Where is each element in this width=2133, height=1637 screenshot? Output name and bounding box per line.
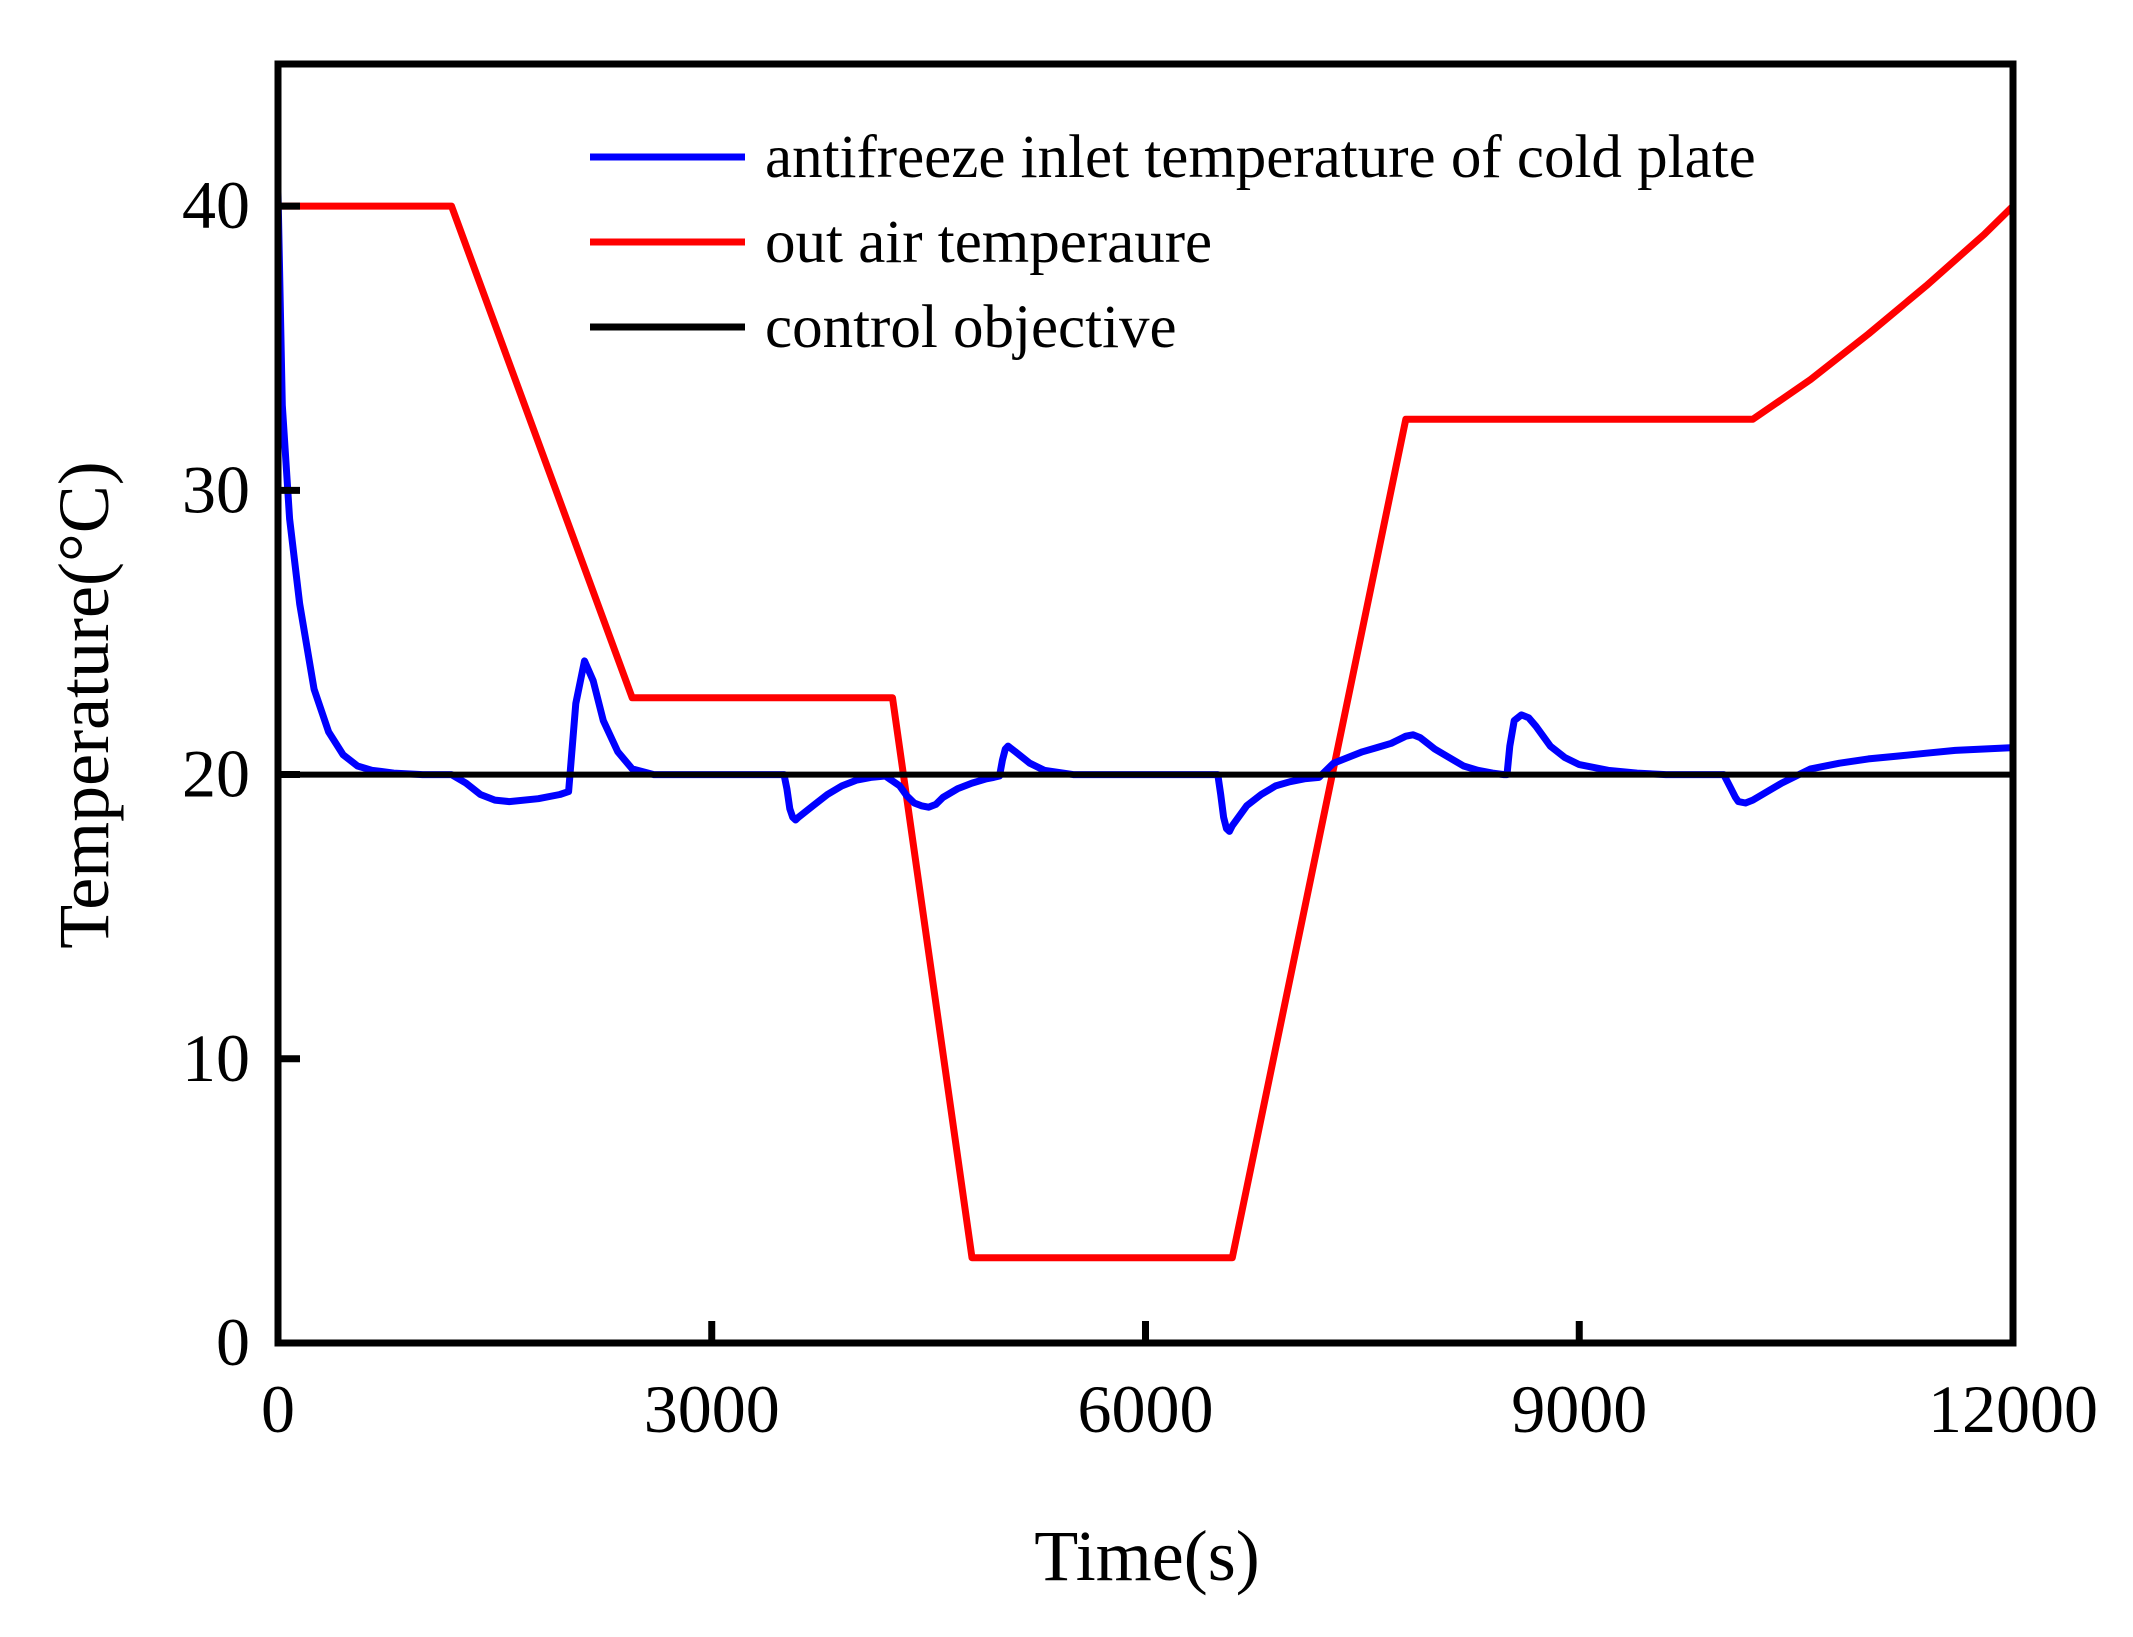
x-axis: 0 3000 6000 9000 12000 (261, 1321, 2098, 1447)
legend-label: out air temperaure (765, 209, 1212, 276)
legend-label: antifreeze inlet temperature of cold pla… (765, 124, 1756, 191)
y-axis: 0 10 20 30 40 (182, 167, 300, 1380)
x-tick-label: 6000 (1078, 1371, 1214, 1447)
y-axis-title: Temperature(°C) (44, 461, 124, 949)
x-tick-label: 9000 (1511, 1371, 1647, 1447)
y-tick-label: 10 (182, 1020, 250, 1096)
y-tick-label: 30 (182, 451, 250, 527)
x-tick-label: 0 (261, 1371, 295, 1447)
y-tick-label: 20 (182, 736, 250, 812)
legend: antifreeze inlet temperature of cold pla… (590, 124, 1756, 361)
x-tick-label: 3000 (644, 1371, 780, 1447)
y-tick-label: 40 (182, 167, 250, 243)
x-tick-label: 12000 (1928, 1371, 2098, 1447)
series-line-1 (278, 202, 2016, 1262)
x-axis-title: Time(s) (1034, 1516, 1259, 1596)
legend-label: control objective (765, 294, 1177, 361)
series-layer (274, 191, 2016, 1262)
y-tick-label: 0 (216, 1304, 250, 1380)
